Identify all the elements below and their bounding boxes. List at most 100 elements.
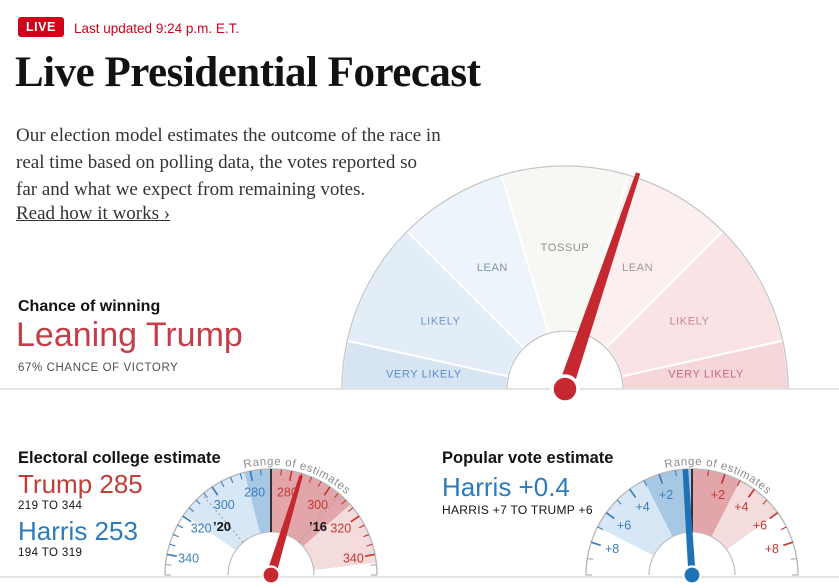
popular-vote-heading: Popular vote estimate: [442, 449, 614, 467]
popular-needle: [682, 469, 696, 576]
gauge-tick-label: +8: [605, 542, 619, 556]
gauge-tick: [790, 557, 797, 560]
last-updated-text: Last updated 9:24 p.m. E.T.: [74, 21, 240, 36]
popular-vote-range: HARRIS +7 TO TRUMP +6: [442, 503, 593, 517]
estimate-band-left: [184, 472, 261, 551]
estimate-band-right: [303, 504, 377, 570]
harris-electoral-range: 194 TO 319: [18, 547, 83, 559]
gauge-tick: [239, 473, 243, 480]
gauge-tick-label: 280: [244, 486, 265, 500]
gauge-tick: [597, 526, 604, 531]
gauge-tick: [616, 499, 622, 505]
gauge-tick-label: +6: [753, 519, 767, 533]
gauge-tick: [587, 557, 594, 560]
electoral-college-heading: Electoral college estimate: [18, 449, 221, 467]
gauge-tick: [747, 488, 755, 498]
gauge-tick: [220, 481, 225, 488]
gauge-tick-label: +2: [659, 488, 673, 502]
gauge-tick: [350, 515, 360, 523]
gauge-tick-label: +4: [734, 500, 748, 514]
gauge-tick: [280, 469, 282, 476]
gauge-tick: [363, 533, 370, 538]
dial-segment-label: LEAN: [622, 262, 653, 274]
gauge-tick: [769, 512, 779, 520]
gauge-tick: [249, 470, 254, 482]
gauge-tick-label: +2: [711, 488, 725, 502]
gauge-tick: [347, 507, 354, 512]
live-badge: LIVE: [18, 17, 64, 37]
gauge-tick: [643, 480, 648, 487]
gauge-tick: [203, 492, 208, 499]
gauge-tick: [674, 470, 677, 477]
gauge-tick: [629, 488, 637, 498]
dial-segment-label: LEAN: [477, 262, 508, 274]
gauge-tick: [177, 524, 184, 529]
gauge-tick: [188, 507, 195, 512]
gauge-tick: [172, 533, 179, 538]
dial-segment-label: VERY LIKELY: [668, 369, 744, 381]
estimate-band-left: [643, 469, 692, 537]
estimate-band-right: [711, 480, 778, 550]
gauge-tick: [720, 473, 726, 484]
popular-vote-leader: Harris +0.4: [442, 472, 570, 502]
gauge-tick: [317, 481, 322, 488]
estimate-band-left: [244, 469, 271, 534]
gauge-tick: [707, 470, 710, 477]
gauge-tick: [605, 512, 615, 520]
intro-paragraph: Our election model estimates the outcome…: [16, 122, 441, 203]
gauge-tick: [658, 473, 664, 484]
gauge-tick: [590, 541, 601, 547]
chance-status: Leaning Trump: [16, 316, 243, 354]
popular-needle-pivot: [682, 565, 702, 585]
dial-outer-arc: [341, 165, 789, 390]
gauge-tick: [780, 526, 787, 531]
chance-needle-pivot: [550, 374, 580, 404]
page-title: Live Presidential Forecast: [15, 49, 481, 96]
dial-segment-label: LIKELY: [669, 316, 709, 328]
intro-line: real time based on polling data, the vot…: [16, 152, 417, 173]
dial-segment-label: LIKELY: [420, 316, 460, 328]
gauge-tick: [169, 543, 176, 547]
read-how-it-works-link[interactable]: Read how it works ›: [16, 203, 171, 224]
chance-of-winning-dial: VERY LIKELY LIKELY LEAN TOSSUP LEAN LIKELY VER…: [340, 165, 790, 390]
gauge-tick: [358, 524, 365, 529]
past-result-label: ’20: [213, 519, 231, 534]
gauge-inner-arc: [227, 531, 315, 576]
gauge-tick-label: +4: [635, 500, 649, 514]
chance-of-winning-label: Chance of winning: [18, 298, 161, 315]
gauge-tick: [783, 541, 794, 547]
gauge-tick: [736, 480, 741, 487]
intro-line: Our election model estimates the outcome…: [16, 125, 441, 146]
gauge-tick-label: 300: [307, 498, 328, 512]
gauge-tick: [370, 564, 377, 566]
gauge-tick-label: 340: [178, 552, 199, 566]
gauge-tick: [166, 553, 178, 558]
past-result-label: ’16: [309, 519, 327, 534]
past-result-line: [298, 494, 341, 543]
gauge-tick: [182, 515, 192, 523]
gauge-tick-label: 340: [343, 552, 364, 566]
gauge-tick: [341, 499, 347, 505]
gauge-tick: [308, 476, 313, 483]
chance-detail: 67% CHANCE OF VICTORY: [18, 362, 179, 374]
gauge-tick: [229, 476, 234, 483]
gauge-tick: [323, 486, 331, 496]
electoral-needle: [266, 474, 303, 577]
dial-inner-arc: [506, 330, 624, 390]
estimate-band-left: [597, 480, 673, 556]
gauge-tick: [211, 486, 219, 496]
harris-electoral-estimate: Harris 253: [18, 516, 138, 546]
electoral-needle-pivot: [261, 565, 281, 585]
trump-electoral-estimate: Trump 285: [18, 469, 143, 499]
gauge-tick-label: 300: [214, 498, 235, 512]
intro-line: far and what we expect from remaining vo…: [16, 179, 366, 200]
gauge-tick-label: 320: [330, 521, 351, 535]
gauge-tick: [364, 553, 376, 558]
gauge-tick-label: +8: [765, 542, 779, 556]
gauge-tick: [334, 492, 339, 499]
gauge-tick: [762, 499, 768, 505]
gauge-tick: [260, 469, 262, 476]
estimate-band-right: [692, 469, 741, 537]
gauge-tick: [195, 499, 201, 505]
